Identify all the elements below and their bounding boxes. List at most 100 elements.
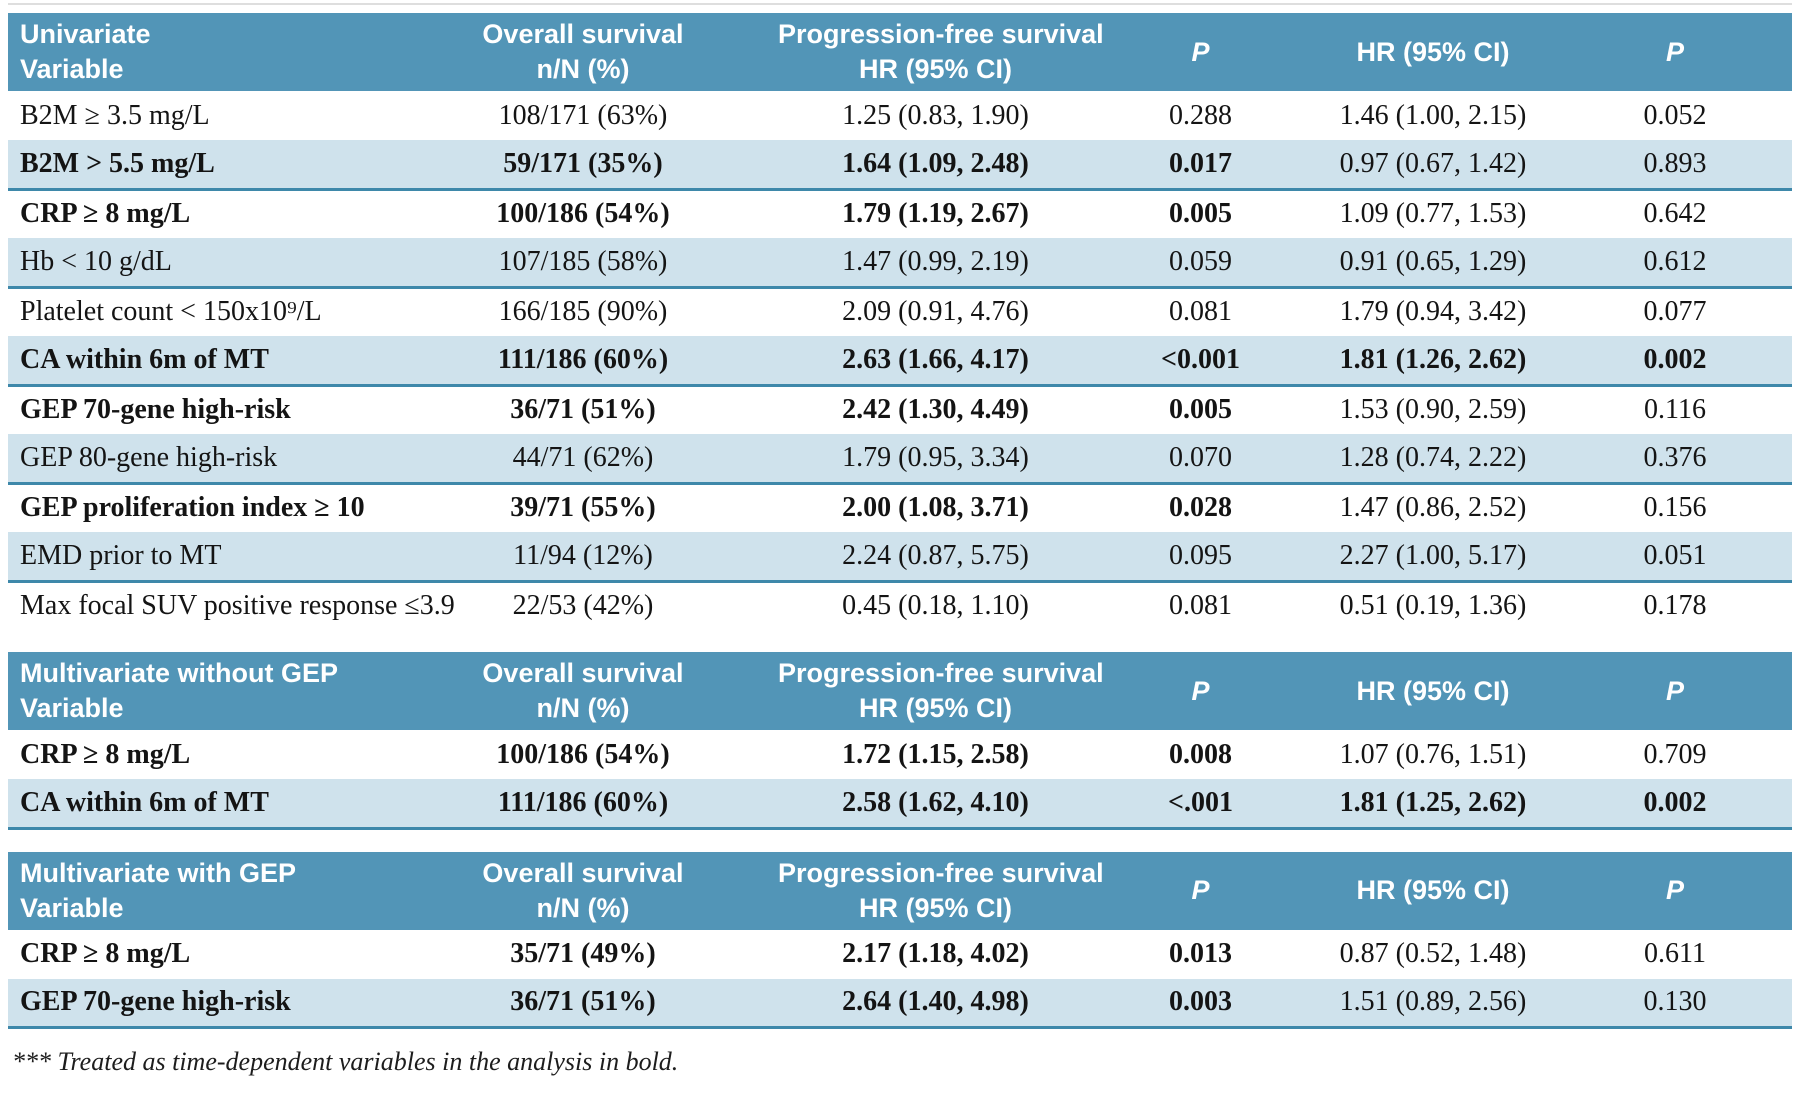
variable-cell: GEP proliferation index ≥ 10 xyxy=(8,483,388,532)
n-over-n-label: n/N (%) xyxy=(536,54,630,84)
os-p-cell: 0.081 xyxy=(1093,287,1308,336)
multivariate-without-gep-body: CRP ≥ 8 mg/L 100/186 (54%) 1.72 (1.15, 2.5… xyxy=(8,730,1792,830)
univariate-table-header: Univariate Variable Overall survival n/N… xyxy=(8,13,1792,91)
header-pfs-p: P xyxy=(1558,851,1792,930)
pfs-p-cell: 0.052 xyxy=(1558,91,1792,140)
variable-cell: Hb < 10 g/dL xyxy=(8,238,388,289)
variable-column-label: Variable xyxy=(20,693,124,723)
header-pfs-p: P xyxy=(1558,652,1792,730)
os-hr-cell: 2.58 (1.62, 4.10) xyxy=(778,779,1093,830)
variable-cell: B2M > 5.5 mg/L xyxy=(8,140,388,191)
pfs-hr-cell: 1.81 (1.26, 2.62) xyxy=(1308,336,1558,387)
n-over-n-label: n/N (%) xyxy=(536,693,630,723)
n-of-total-cell: 36/71 (51%) xyxy=(388,978,778,1029)
table-row: CA within 6m of MT 111/186 (60%) 2.58 (1.6… xyxy=(8,779,1792,830)
table-row: Max focal SUV positive response ≤3.9 22/5… xyxy=(8,581,1792,630)
progression-free-survival-label: Progression-free survival xyxy=(778,19,1104,49)
hr-ci-label: HR (95% CI) xyxy=(1356,675,1510,706)
header-os-p: P xyxy=(1093,851,1308,930)
progression-free-survival-label: Progression-free survival xyxy=(778,857,1104,888)
variable-cell: CRP ≥ 8 mg/L xyxy=(8,189,388,238)
table-gap xyxy=(8,830,1792,852)
table-row: CA within 6m of MT 111/186 (60%) 2.63 (1.6… xyxy=(8,336,1792,387)
n-of-total-cell: 59/171 (35%) xyxy=(388,140,778,191)
multivariate-with-gep-table: Multivariate with GEP Variable Overall s… xyxy=(8,851,1792,1029)
table-row: CRP ≥ 8 mg/L 100/186 (54%) 1.72 (1.15, 2.5… xyxy=(8,730,1792,779)
os-hr-cell: 2.63 (1.66, 4.17) xyxy=(778,336,1093,387)
header-pfs-hr2: HR (95% CI) xyxy=(1308,13,1558,91)
header-row: Multivariate without GEP Variable Overal… xyxy=(8,652,1792,730)
hr-ci-label: HR (95% CI) xyxy=(1356,875,1510,905)
pfs-p-cell: 0.612 xyxy=(1558,238,1792,289)
os-hr-cell: 2.42 (1.30, 4.49) xyxy=(778,385,1093,434)
pfs-hr-cell: 0.87 (0.52, 1.48) xyxy=(1308,929,1558,979)
p-label: P xyxy=(1191,675,1210,706)
pfs-hr-cell: 1.47 (0.86, 2.52) xyxy=(1308,483,1558,532)
table-row: GEP 80-gene high-risk 44/71 (62%) 1.79 (0.… xyxy=(8,434,1792,485)
overall-survival-label: Overall survival xyxy=(482,19,684,49)
pfs-p-cell: 0.893 xyxy=(1558,140,1792,191)
hr-ci-label: HR (95% CI) xyxy=(858,54,1013,84)
os-hr-cell: 1.25 (0.83, 1.90) xyxy=(778,91,1093,140)
footnote: *** Treated as time-dependent variables … xyxy=(12,1047,679,1076)
variable-cell: CRP ≥ 8 mg/L xyxy=(8,929,388,979)
pfs-p-cell: 0.611 xyxy=(1558,929,1792,979)
variable-cell: Platelet count < 150x10⁹/L xyxy=(8,287,388,336)
os-hr-cell: 1.72 (1.15, 2.58) xyxy=(778,730,1093,779)
header-variable: Multivariate without GEP Variable xyxy=(8,652,388,730)
top-hairline xyxy=(8,3,1792,5)
pfs-p-cell: 0.642 xyxy=(1558,189,1792,238)
os-p-cell: <0.001 xyxy=(1093,336,1308,387)
hr-ci-label: HR (95% CI) xyxy=(858,693,1013,723)
n-of-total-cell: 11/94 (12%) xyxy=(388,532,778,583)
os-p-cell: 0.017 xyxy=(1093,140,1308,191)
pfs-p-cell: 0.002 xyxy=(1558,779,1792,830)
pfs-p-cell: 0.077 xyxy=(1558,287,1792,336)
pfs-p-cell: 0.116 xyxy=(1558,385,1792,434)
os-hr-cell: 2.00 (1.08, 3.71) xyxy=(778,483,1093,532)
n-of-total-cell: 100/186 (54%) xyxy=(388,189,778,238)
n-of-total-cell: 44/71 (62%) xyxy=(388,434,778,485)
os-p-cell: 0.008 xyxy=(1093,730,1308,779)
pfs-hr-cell: 0.97 (0.67, 1.42) xyxy=(1308,140,1558,191)
table-title: Multivariate with GEP xyxy=(20,857,297,888)
p-label: P xyxy=(1191,875,1210,905)
table-row: GEP proliferation index ≥ 10 39/71 (55%) 2… xyxy=(8,483,1792,532)
n-of-total-cell: 22/53 (42%) xyxy=(388,581,778,630)
pfs-hr-cell: 1.81 (1.25, 2.62) xyxy=(1308,779,1558,830)
hr-ci-label: HR (95% CI) xyxy=(858,892,1013,923)
header-pfs-hr2: HR (95% CI) xyxy=(1308,851,1558,930)
pfs-hr-cell: 0.91 (0.65, 1.29) xyxy=(1308,238,1558,289)
pfs-p-cell: 0.051 xyxy=(1558,532,1792,583)
p-label: P xyxy=(1191,36,1210,67)
pfs-hr-cell: 1.09 (0.77, 1.53) xyxy=(1308,189,1558,238)
pfs-p-cell: 0.156 xyxy=(1558,483,1792,532)
table-row: CRP ≥ 8 mg/L 100/186 (54%) 1.79 (1.19, 2.6… xyxy=(8,189,1792,238)
n-of-total-cell: 108/171 (63%) xyxy=(388,91,778,140)
table-row: Platelet count < 150x10⁹/L 166/185 (90%) 2… xyxy=(8,287,1792,336)
n-of-total-cell: 100/186 (54%) xyxy=(388,730,778,779)
pfs-p-cell: 0.376 xyxy=(1558,434,1792,485)
header-overall-survival: Overall survival n/N (%) xyxy=(388,13,778,91)
os-p-cell: 0.013 xyxy=(1093,929,1308,979)
pfs-hr-cell: 2.27 (1.00, 5.17) xyxy=(1308,532,1558,583)
header-pfs-hr: Progression-free survival HR (95% CI) xyxy=(778,652,1104,730)
header-pfs-p: P xyxy=(1558,13,1792,91)
variable-cell: GEP 70-gene high-risk xyxy=(8,385,388,434)
os-p-cell: 0.028 xyxy=(1093,483,1308,532)
pfs-p-cell: 0.178 xyxy=(1558,581,1792,630)
n-of-total-cell: 36/71 (51%) xyxy=(388,385,778,434)
table-row: EMD prior to MT 11/94 (12%) 2.24 (0.87, 5.… xyxy=(8,532,1792,583)
n-over-n-label: n/N (%) xyxy=(536,892,630,923)
header-overall-survival: Overall survival n/N (%) xyxy=(388,851,778,930)
n-of-total-cell: 35/71 (49%) xyxy=(388,929,778,979)
os-p-cell: 0.059 xyxy=(1093,238,1308,289)
header-pfs-hr: Progression-free survival HR (95% CI) xyxy=(778,13,1104,91)
n-of-total-cell: 111/186 (60%) xyxy=(388,779,778,830)
variable-cell: Max focal SUV positive response ≤3.9 xyxy=(8,581,455,630)
pfs-hr-cell: 1.51 (0.89, 2.56) xyxy=(1308,978,1558,1029)
os-hr-cell: 1.64 (1.09, 2.48) xyxy=(778,140,1093,191)
univariate-table: Univariate Variable Overall survival n/N… xyxy=(8,13,1792,630)
header-pfs-hr: Progression-free survival HR (95% CI) xyxy=(778,851,1104,930)
